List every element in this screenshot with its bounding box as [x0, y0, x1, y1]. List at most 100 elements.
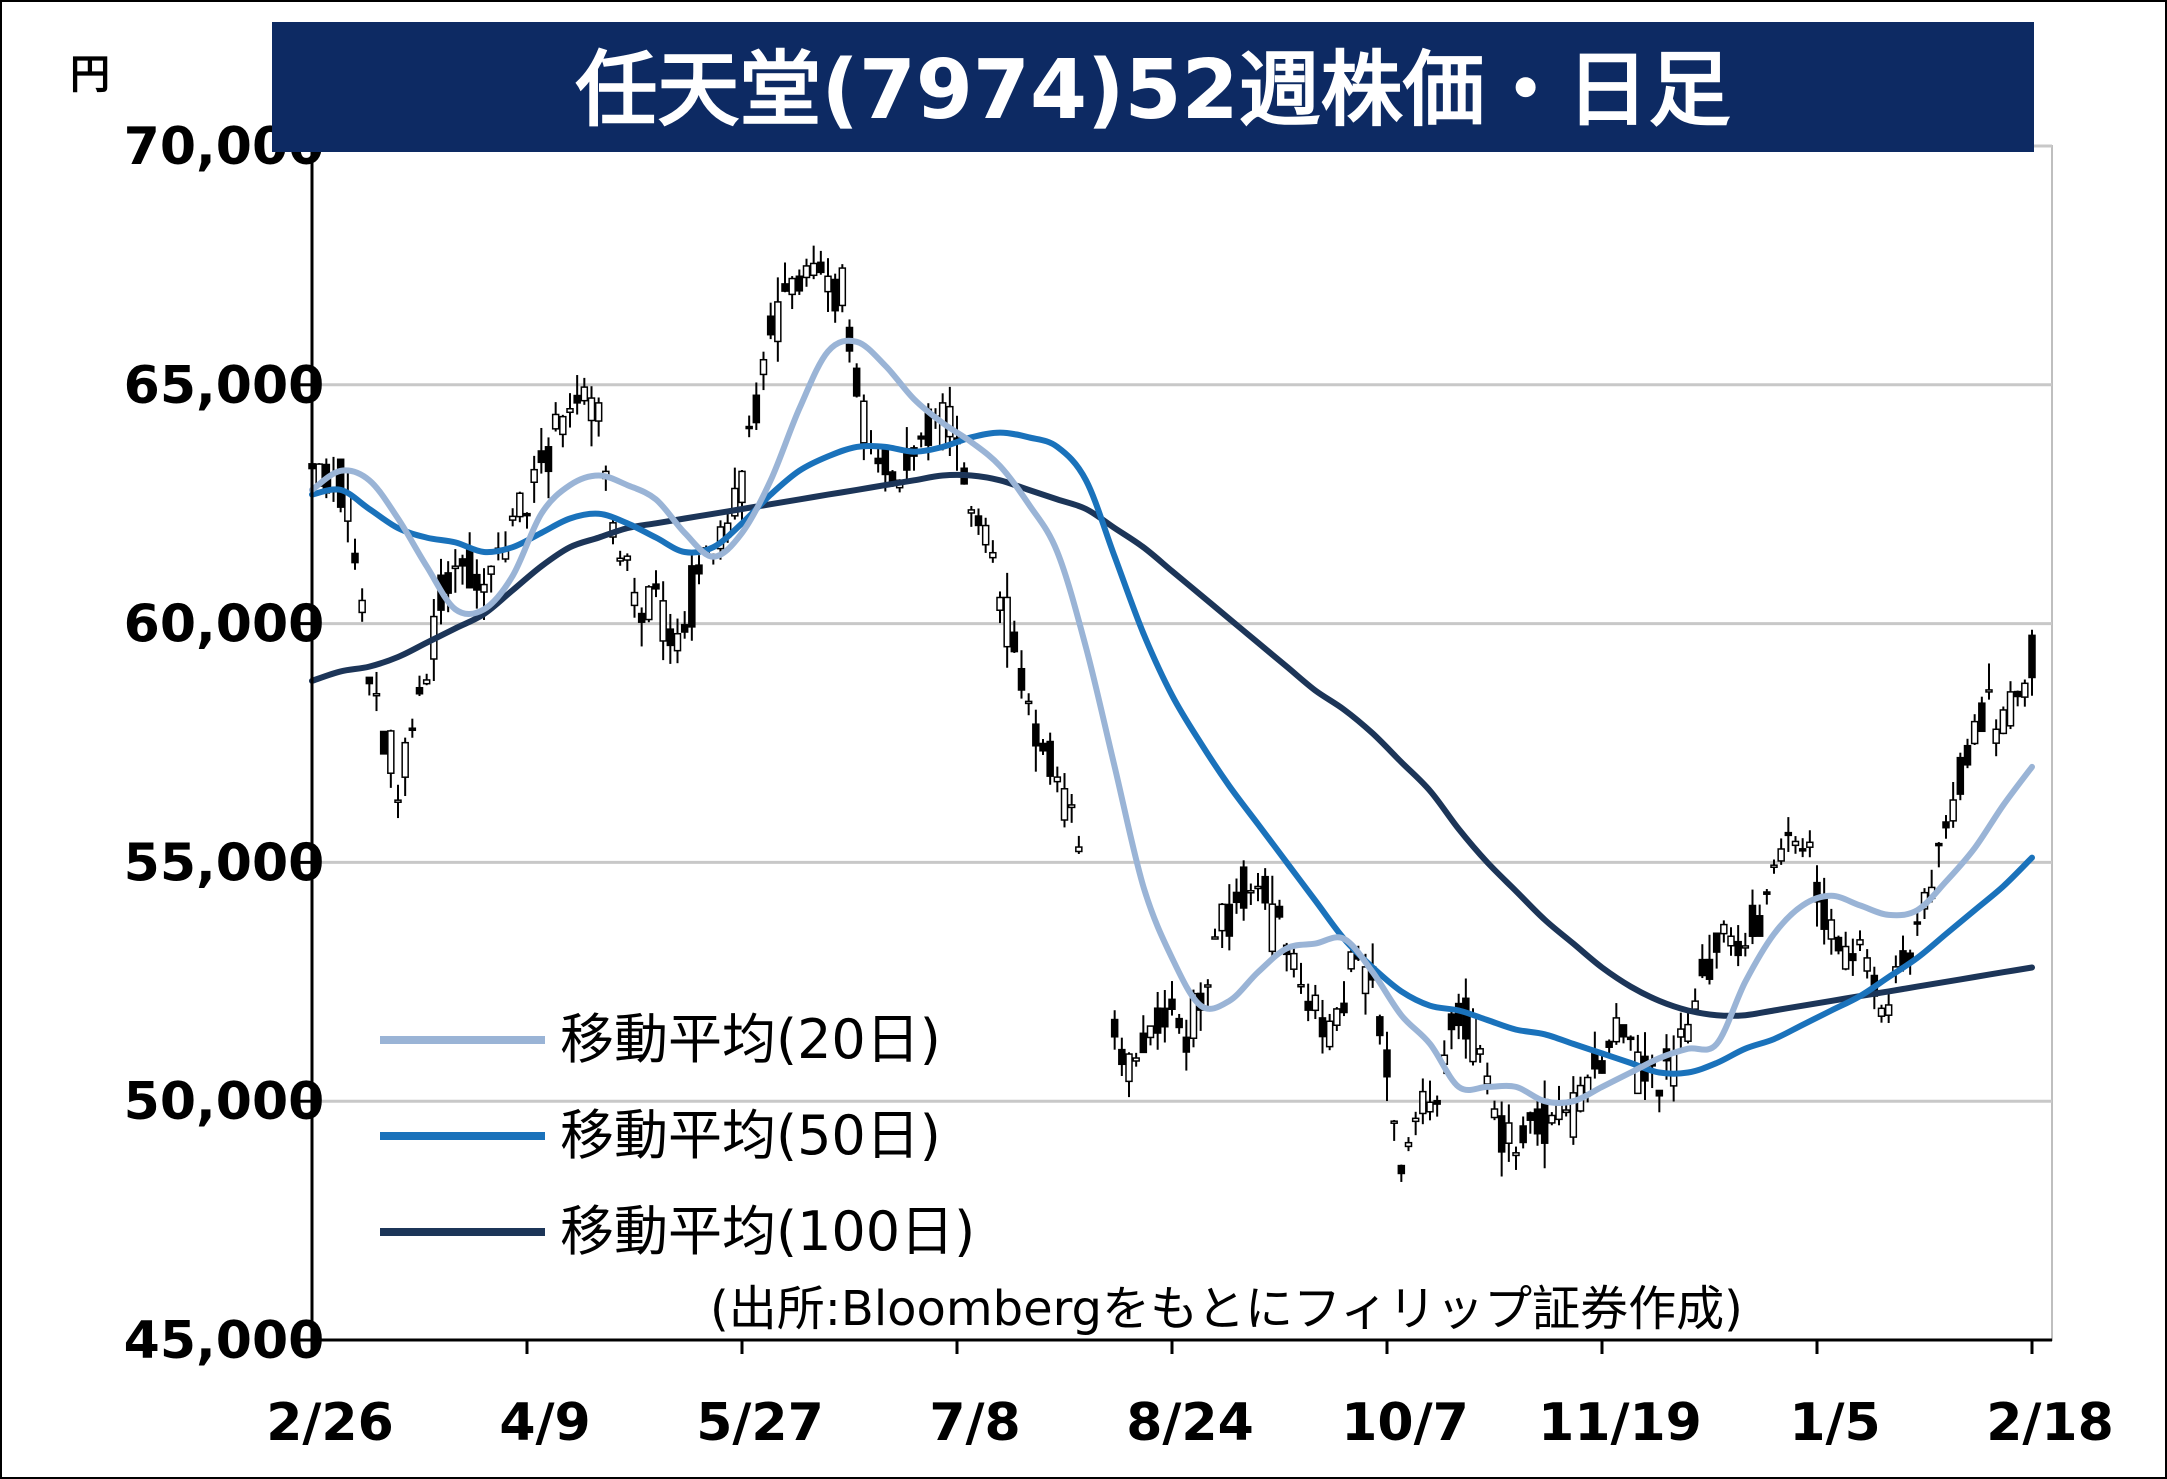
candle-body [688, 565, 696, 628]
series-line-ma50 [309, 429, 2035, 1077]
x-tick-label: 10/7 [1341, 1393, 1469, 1453]
candle-body [1053, 776, 1062, 783]
y-tick-label: 55,000 [124, 833, 325, 893]
candle-body [1884, 1004, 1893, 1016]
legend-label-ma20: 移動平均(20日) [560, 1008, 941, 1071]
candle-body [1232, 891, 1241, 904]
candle-body [1548, 1114, 1556, 1124]
candle-body [623, 555, 632, 561]
x-tick-label: 2/18 [1986, 1393, 2114, 1453]
candle-body [544, 446, 553, 473]
candle-body [974, 515, 983, 527]
candle-body [1032, 723, 1040, 747]
candle-body [1290, 952, 1298, 970]
candle-body [1519, 1125, 1527, 1144]
candle-body [1347, 951, 1355, 970]
candle-body [1691, 1000, 1699, 1010]
candle-body [1849, 953, 1857, 962]
y-tick-label: 45,000 [124, 1311, 325, 1371]
candle-body [874, 457, 882, 465]
candle-body [695, 564, 703, 575]
candle-body [551, 413, 560, 430]
candle-body [587, 397, 596, 422]
candle-body [1118, 1048, 1126, 1066]
candle-body [1275, 905, 1284, 918]
candle-body [1067, 804, 1076, 809]
candle-body [989, 551, 997, 559]
candle-body [1555, 1102, 1563, 1121]
candle-body [659, 600, 667, 642]
candle-body [666, 628, 675, 647]
candle-body [1827, 919, 1836, 940]
candle-body [351, 552, 359, 564]
candle-body [1712, 932, 1721, 953]
candle-body [1168, 998, 1176, 1011]
candle-body [1204, 984, 1212, 988]
candle-body [1626, 1036, 1635, 1041]
candle-body [1741, 945, 1750, 949]
candle-body [1533, 1108, 1542, 1135]
candle-body [1540, 1098, 1549, 1144]
candle-body [795, 275, 804, 292]
candle-body [1763, 891, 1771, 895]
candle-body [1985, 689, 1993, 693]
candle-body [1526, 1112, 1535, 1121]
candle-body [422, 679, 431, 685]
x-tick-label: 2/26 [266, 1393, 394, 1453]
source-note: (出所:Bloombergをもとにフィリップ証券作成) [710, 1281, 1743, 1337]
candle-body [1404, 1141, 1413, 1148]
candle-body [752, 394, 761, 424]
candle-body [1798, 848, 1807, 852]
candle-body [594, 402, 603, 422]
candle-body [537, 450, 546, 464]
candle-body [1942, 821, 1950, 829]
candle-body [1318, 1017, 1327, 1038]
candle-body [1462, 997, 1470, 1040]
candle-body [1497, 1115, 1506, 1153]
candle-body [372, 692, 381, 697]
candle-body [774, 301, 782, 343]
candle-body [852, 367, 861, 397]
x-tick-label: 7/8 [929, 1393, 1020, 1453]
candle-body [1791, 840, 1800, 847]
x-tick-label: 4/9 [499, 1393, 590, 1453]
candle-body [745, 425, 753, 430]
candle-body [616, 557, 624, 562]
candle-body [1784, 831, 1793, 837]
candle-body [487, 565, 495, 575]
candle-body [1239, 866, 1248, 909]
candle-body [1039, 742, 1047, 752]
candle-body [1992, 728, 2000, 744]
candle-body [1268, 903, 1277, 953]
candle-body [781, 283, 789, 292]
title-banner [272, 22, 2034, 152]
candle-body [1978, 702, 1986, 733]
x-tick-label: 11/19 [1538, 1393, 1702, 1453]
candle-body [1383, 1049, 1391, 1078]
candle-body [831, 278, 839, 312]
candle-body [860, 400, 868, 444]
legend-label-ma50: 移動平均(50日) [560, 1104, 941, 1167]
candle-body [508, 515, 517, 521]
candle-body [1333, 1008, 1341, 1027]
candle-body [1677, 1028, 1685, 1038]
x-tick-label: 1/5 [1789, 1393, 1880, 1453]
candle-body [1913, 921, 1922, 925]
candle-body [1770, 864, 1778, 869]
candle-body [1411, 1117, 1420, 1123]
candle-body [1970, 720, 1979, 745]
candle-body [566, 408, 574, 414]
candle-body [766, 315, 775, 336]
y-unit-label: 円 [70, 52, 110, 98]
candle-body [465, 548, 474, 589]
candle-body [1397, 1164, 1406, 1175]
y-tick-label: 50,000 [124, 1072, 325, 1132]
y-tick-label: 65,000 [124, 356, 325, 416]
moving-average-lines [309, 337, 2035, 1106]
candle-body [1612, 1017, 1621, 1043]
candle-body [1247, 890, 1255, 894]
y-tick-label: 60,000 [124, 595, 325, 655]
candle-body [1110, 1018, 1119, 1038]
candle-body [408, 727, 417, 731]
